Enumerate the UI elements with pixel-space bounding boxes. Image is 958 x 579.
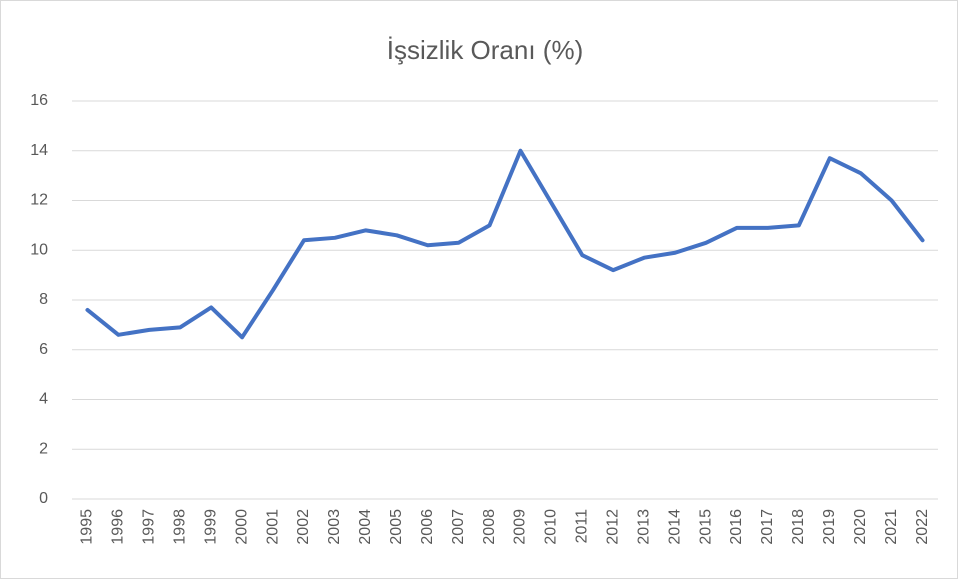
x-tick-label: 1996 [110,509,127,545]
x-tick-label: 2017 [759,509,776,545]
x-tick-label: 2004 [357,509,374,545]
x-tick-label: 1998 [171,509,188,545]
x-tick-label: 2006 [419,509,436,545]
x-tick-label: 2010 [543,509,560,545]
x-tick-label: 2013 [635,509,652,545]
x-tick-label: 2022 [914,509,931,545]
x-tick-label: 2007 [450,509,467,545]
y-tick-label: 0 [39,490,48,507]
x-tick-label: 2016 [728,509,745,545]
y-tick-label: 10 [30,241,48,258]
x-tick-label: 2009 [512,509,529,545]
y-tick-label: 6 [39,341,48,358]
x-tick-label: 2018 [790,509,807,545]
y-tick-label: 4 [39,391,48,408]
x-tick-label: 2012 [604,509,621,545]
x-tick-label: 2003 [326,509,343,545]
x-tick-label: 2002 [295,509,312,545]
x-tick-label: 2019 [821,509,838,545]
x-tick-label: 1997 [141,509,158,545]
x-tick-label: 2014 [666,509,683,545]
x-tick-label: 2021 [883,509,900,545]
x-tick-label: 2015 [697,509,714,545]
x-tick-label: 2000 [233,509,250,545]
x-tick-label: 2020 [852,509,869,545]
y-tick-label: 12 [30,192,48,209]
y-tick-label: 14 [30,142,48,159]
x-tick-label: 2005 [388,509,405,545]
x-tick-label: 1999 [202,509,219,545]
y-tick-label: 2 [39,440,48,457]
x-tick-label: 2008 [481,509,498,545]
line-series [85,148,925,340]
y-tick-label: 16 [30,92,48,109]
x-tick-label: 2011 [574,509,591,544]
chart-title: İşsizlik Oranı (%) [387,35,583,65]
x-tick-label: 2001 [264,509,281,545]
y-tick-label: 8 [39,291,48,308]
x-tick-label: 1995 [79,509,96,545]
